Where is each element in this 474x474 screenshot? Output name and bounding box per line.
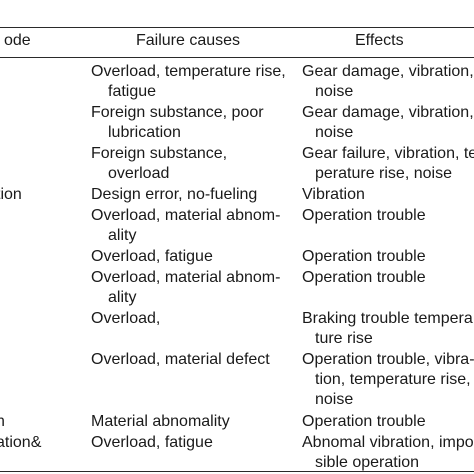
cause-cell: Overload,: [91, 310, 161, 327]
table-bottom-rule: [0, 471, 474, 472]
effect-cell: Operation trouble, vibra-: [302, 351, 474, 368]
effect-cell: Gear failure, vibration, te: [302, 145, 474, 162]
effect-cell-cont: sible operation: [315, 454, 420, 471]
cause-cell-cont: lubrication: [108, 124, 181, 141]
cause-cell-cont: fatigue: [108, 83, 157, 100]
table-top-rule: [0, 27, 474, 28]
cause-cell: Overload, temperature rise,: [91, 63, 286, 80]
effect-cell: Gear damage, vibration,: [302, 104, 474, 121]
cause-cell-cont: overload: [108, 165, 170, 182]
effect-cell-cont: ture rise: [315, 330, 373, 347]
effect-cell: Operation trouble: [302, 269, 426, 286]
effect-cell-cont: noise: [315, 83, 354, 100]
failure-mode-cell: tion: [0, 186, 22, 203]
table-header-rule: [0, 57, 474, 58]
effect-cell: Abnomal vibration, impo: [302, 434, 474, 451]
failure-mode-cell: ation&: [0, 434, 42, 451]
effect-cell: Gear damage, vibration,: [302, 63, 474, 80]
cause-cell: Foreign substance,: [91, 145, 228, 162]
effect-cell-cont: noise: [315, 124, 354, 141]
cause-cell: Overload, material abnom-: [91, 207, 281, 224]
effect-cell: Vibration: [302, 186, 365, 203]
effect-cell-cont: noise: [315, 391, 354, 408]
cause-cell: Overload, material defect: [91, 351, 270, 368]
cause-cell-cont: ality: [108, 289, 137, 306]
failure-mode-cell: n: [0, 413, 5, 430]
cause-cell: Overload, fatigue: [91, 434, 213, 451]
effect-cell: Operation trouble: [302, 207, 426, 224]
effect-cell: Operation trouble: [302, 413, 426, 430]
cause-cell: Overload, fatigue: [91, 248, 213, 265]
effect-cell: Operation trouble: [302, 248, 426, 265]
header-mode: ode: [4, 32, 31, 49]
header-effects: Effects: [355, 32, 404, 49]
cause-cell: Design error, no-fueling: [91, 186, 258, 203]
effect-cell-cont: perature rise, noise: [315, 165, 452, 182]
header-failure-causes: Failure causes: [136, 32, 241, 49]
effect-cell: Braking trouble tempera: [302, 310, 473, 327]
cause-cell: Foreign substance, poor: [91, 104, 264, 121]
cause-cell: Material abnomality: [91, 413, 230, 430]
cause-cell-cont: ality: [108, 227, 137, 244]
cause-cell: Overload, material abnom-: [91, 269, 281, 286]
effect-cell-cont: tion, temperature rise,: [315, 371, 471, 388]
